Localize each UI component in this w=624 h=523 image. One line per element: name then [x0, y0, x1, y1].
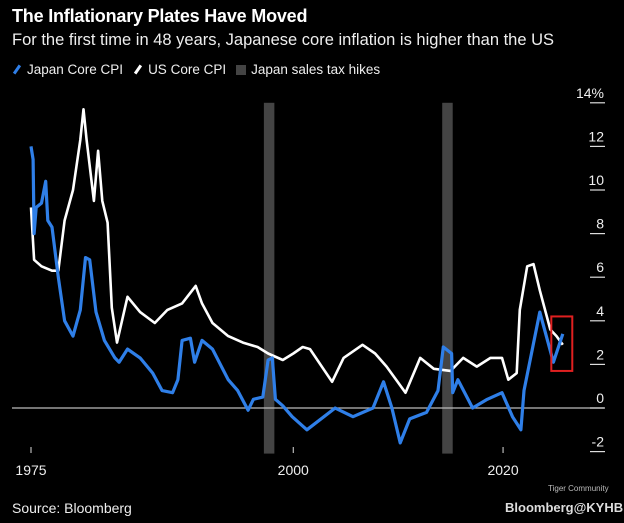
legend-label-japan: Japan Core CPI	[27, 62, 124, 77]
series-us-core-cpi	[29, 108, 564, 395]
y-tick-label: 10	[588, 172, 604, 188]
x-tick-label: 1975	[15, 462, 46, 478]
legend-swatch-tax	[236, 64, 247, 75]
legend-label-us: US Core CPI	[148, 62, 227, 77]
y-tick-label: 12	[588, 128, 604, 144]
watermark-brand: Bloomberg@KYHBKO	[505, 500, 624, 515]
legend: Japan Core CPI US Core CPI Japan sales t…	[12, 62, 380, 77]
y-tick-label: 2	[596, 346, 604, 362]
chart-subtitle: For the first time in 48 years, Japanese…	[12, 31, 555, 49]
legend-item-us: US Core CPI	[133, 62, 226, 77]
legend-item-japan: Japan Core CPI	[12, 62, 123, 77]
y-tick-label: -2	[592, 434, 605, 450]
y-tick-label: 8	[596, 216, 604, 232]
legend-label-tax: Japan sales tax hikes	[251, 62, 381, 77]
chart-title: The Inflationary Plates Have Moved	[12, 6, 308, 26]
y-tick-label: 6	[596, 259, 604, 275]
tax-hike-band-1	[442, 102, 453, 454]
highlight-box	[550, 315, 574, 372]
y-tick-label: 14%	[576, 85, 604, 101]
legend-item-tax: Japan sales tax hikes	[236, 62, 380, 77]
tax-hike-band-0	[263, 102, 275, 454]
y-tick-label: 4	[596, 303, 604, 319]
y-tick-label: 0	[596, 390, 604, 406]
watermark-community: Tiger Community	[548, 484, 609, 493]
x-tick-label: 2000	[278, 462, 309, 478]
series-japan-core-cpi	[29, 146, 565, 445]
x-tick-label: 2020	[487, 462, 518, 478]
source-note: Source: Bloomberg	[12, 500, 132, 516]
